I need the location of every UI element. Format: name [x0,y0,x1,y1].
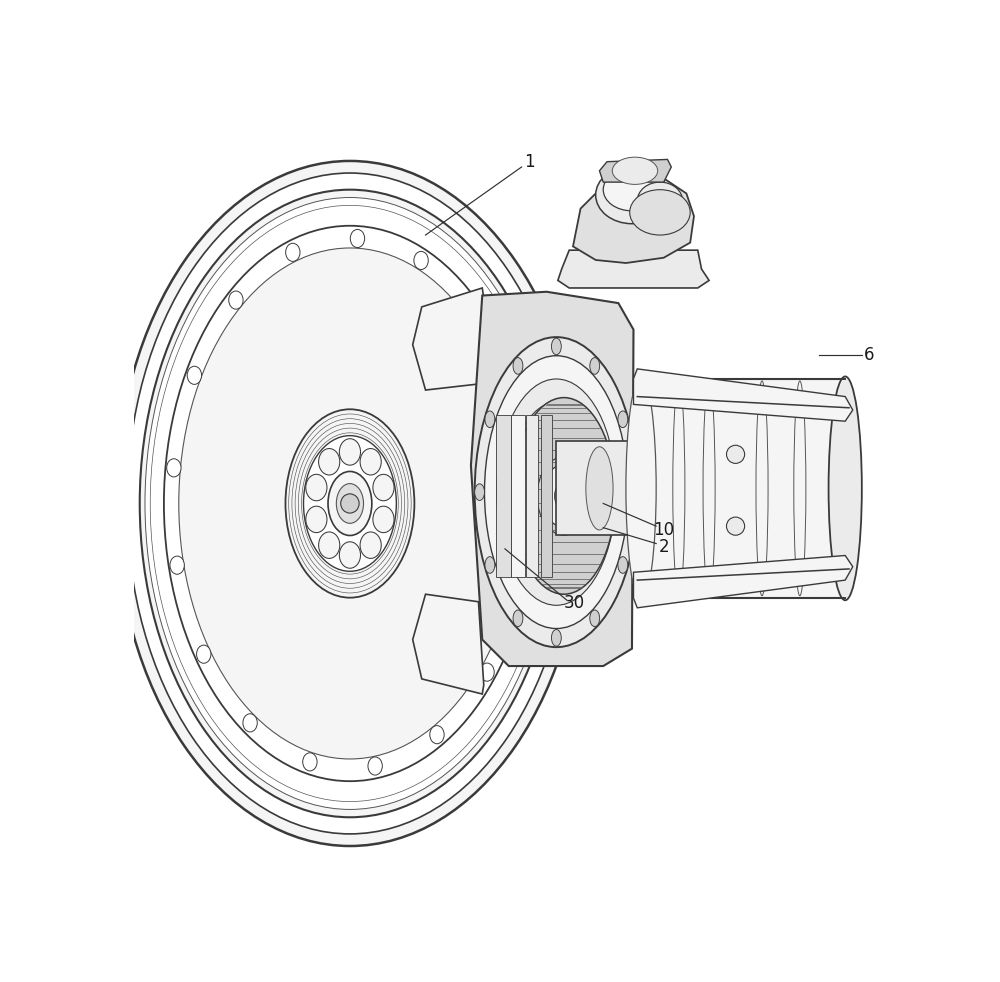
Ellipse shape [145,197,555,809]
Ellipse shape [551,629,561,646]
Ellipse shape [414,251,428,269]
Polygon shape [641,379,845,598]
Text: 2: 2 [658,538,669,557]
Ellipse shape [304,436,396,572]
Ellipse shape [303,753,317,771]
Ellipse shape [360,449,381,475]
Ellipse shape [319,532,340,559]
Ellipse shape [339,542,361,569]
Ellipse shape [513,610,523,627]
Ellipse shape [229,291,243,309]
Ellipse shape [513,357,523,374]
Polygon shape [556,442,643,535]
Ellipse shape [336,483,364,523]
Ellipse shape [319,449,340,475]
Ellipse shape [542,464,586,527]
Ellipse shape [197,645,211,663]
Ellipse shape [555,482,573,510]
Ellipse shape [350,230,365,247]
Polygon shape [633,556,853,608]
Ellipse shape [520,481,535,499]
Ellipse shape [628,484,638,501]
Ellipse shape [637,182,683,220]
Ellipse shape [484,355,628,628]
Ellipse shape [586,447,613,530]
Ellipse shape [590,610,600,627]
Ellipse shape [306,474,327,501]
Polygon shape [511,415,525,576]
Ellipse shape [243,714,257,732]
Ellipse shape [603,169,661,211]
Text: 30: 30 [564,594,585,613]
Ellipse shape [726,518,745,535]
Ellipse shape [511,577,526,596]
Ellipse shape [373,474,394,501]
Ellipse shape [726,445,745,464]
Polygon shape [573,175,694,263]
Ellipse shape [306,506,327,532]
Polygon shape [633,369,853,421]
Ellipse shape [612,157,658,185]
Ellipse shape [430,726,444,743]
Ellipse shape [618,410,628,427]
Polygon shape [558,250,709,288]
Ellipse shape [368,757,382,775]
Polygon shape [471,292,633,666]
Text: 1: 1 [525,152,535,171]
Ellipse shape [475,337,638,647]
Ellipse shape [497,379,616,605]
Ellipse shape [596,166,668,224]
Ellipse shape [618,557,628,573]
Ellipse shape [829,376,862,600]
Text: 6: 6 [864,347,875,364]
Polygon shape [413,594,484,694]
Ellipse shape [170,556,184,574]
Ellipse shape [468,306,482,324]
Ellipse shape [590,357,600,374]
Polygon shape [526,415,538,576]
Polygon shape [599,159,671,182]
Ellipse shape [360,532,381,559]
Ellipse shape [167,459,181,477]
Ellipse shape [339,439,361,465]
Polygon shape [413,288,484,390]
Text: 10: 10 [653,520,674,539]
Ellipse shape [341,494,359,513]
Polygon shape [496,415,511,576]
Ellipse shape [150,205,550,801]
Ellipse shape [475,484,485,501]
Ellipse shape [286,244,300,261]
Ellipse shape [373,506,394,532]
Ellipse shape [187,366,202,384]
Ellipse shape [551,338,561,355]
Ellipse shape [480,663,494,682]
Ellipse shape [512,398,615,594]
Ellipse shape [485,410,495,427]
Polygon shape [541,415,552,576]
Ellipse shape [285,409,414,598]
Ellipse shape [509,403,604,582]
Ellipse shape [626,376,656,600]
Ellipse shape [328,471,372,535]
Ellipse shape [179,248,521,759]
Ellipse shape [630,190,690,235]
Ellipse shape [164,226,536,782]
Ellipse shape [485,557,495,573]
Ellipse shape [116,161,584,846]
Ellipse shape [140,190,560,817]
Ellipse shape [127,173,573,834]
Ellipse shape [505,386,519,405]
